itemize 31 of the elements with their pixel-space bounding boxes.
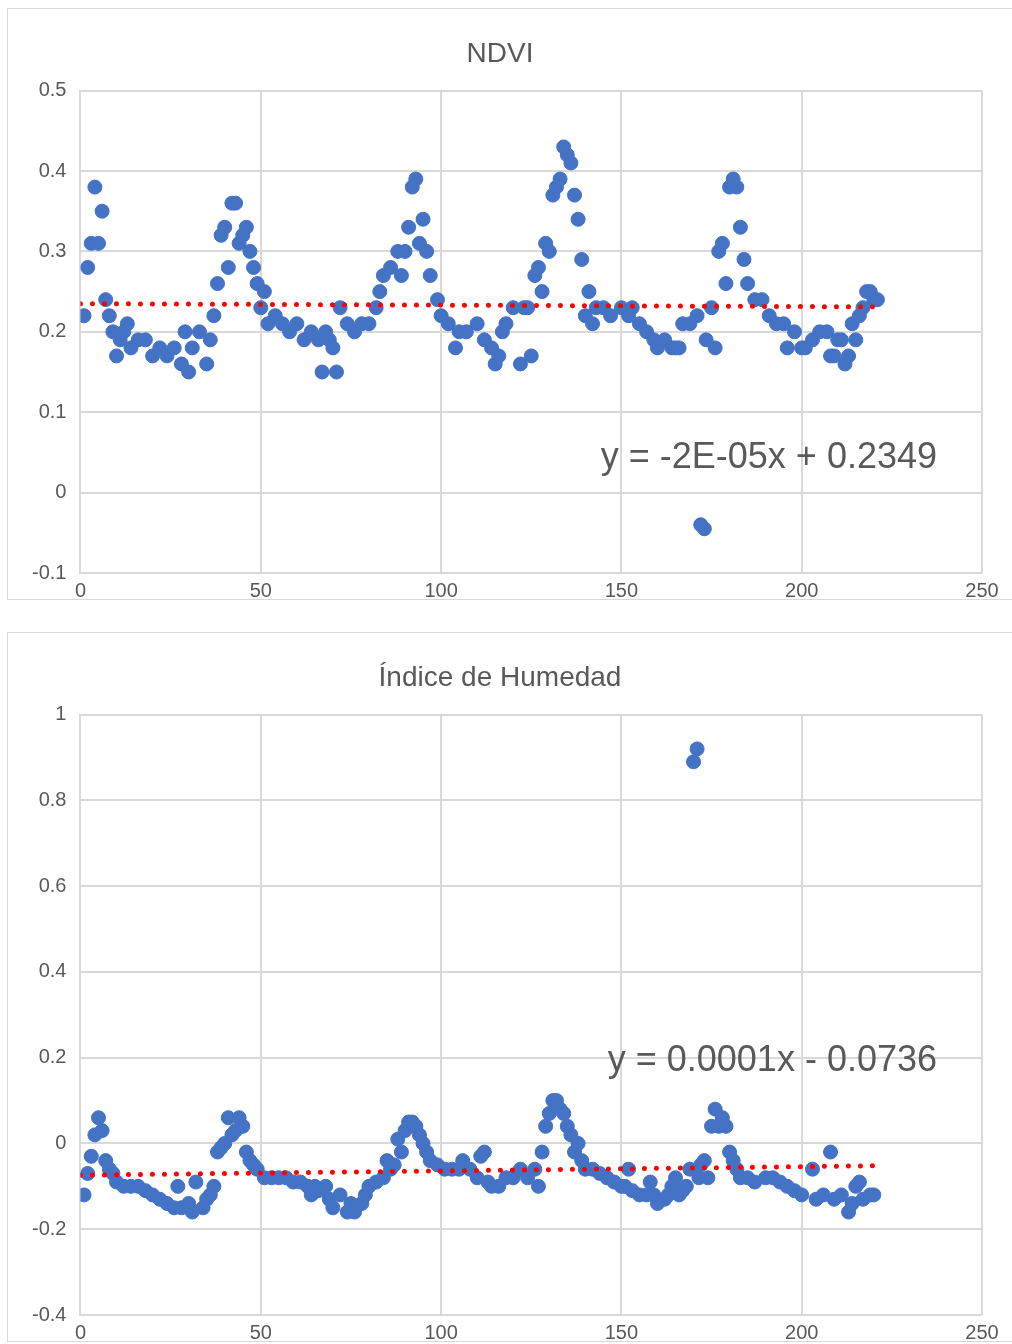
y-tick-label: -0.2 [31,1216,67,1239]
y-tick-label: 0.5 [38,78,67,101]
y-tick-label: 0.6 [38,873,67,896]
chart-title: Índice de Humedad [378,660,622,692]
x-tick-label: 50 [249,1320,272,1343]
x-tick-label: 150 [604,1320,639,1343]
y-tick-label: 0 [55,480,67,503]
y-tick-label: 0.4 [38,158,67,181]
y-tick-label: 0.1 [38,399,67,422]
y-tick-label: 0.4 [38,959,67,982]
y-tick-label: 0.2 [38,319,67,342]
x-tick-label: 250 [965,1320,999,1343]
chart-title: NDVI [466,36,534,68]
x-tick-label: 0 [74,1320,87,1343]
y-tick-label: 1 [55,702,67,725]
x-tick-label: 200 [785,578,819,601]
x-tick-label: 50 [249,578,272,601]
y-tick-label: 0.2 [38,1045,67,1068]
y-tick-label: 0 [55,1130,67,1153]
y-tick-label: -0.1 [31,560,67,583]
y-tick-label: 0.8 [38,787,67,810]
x-tick-label: 250 [965,578,999,601]
x-tick-label: 100 [424,578,458,601]
x-tick-label: 0 [74,578,87,601]
x-tick-label: 150 [604,578,639,601]
y-tick-label: 0.3 [38,238,67,261]
x-tick-label: 100 [424,1320,458,1343]
y-tick-label: -0.4 [31,1302,67,1325]
x-tick-label: 200 [785,1320,819,1343]
annotation: y = -2E-05x + 0.2349 [600,435,937,477]
annotation: y = 0.0001x - 0.0736 [607,1038,937,1080]
